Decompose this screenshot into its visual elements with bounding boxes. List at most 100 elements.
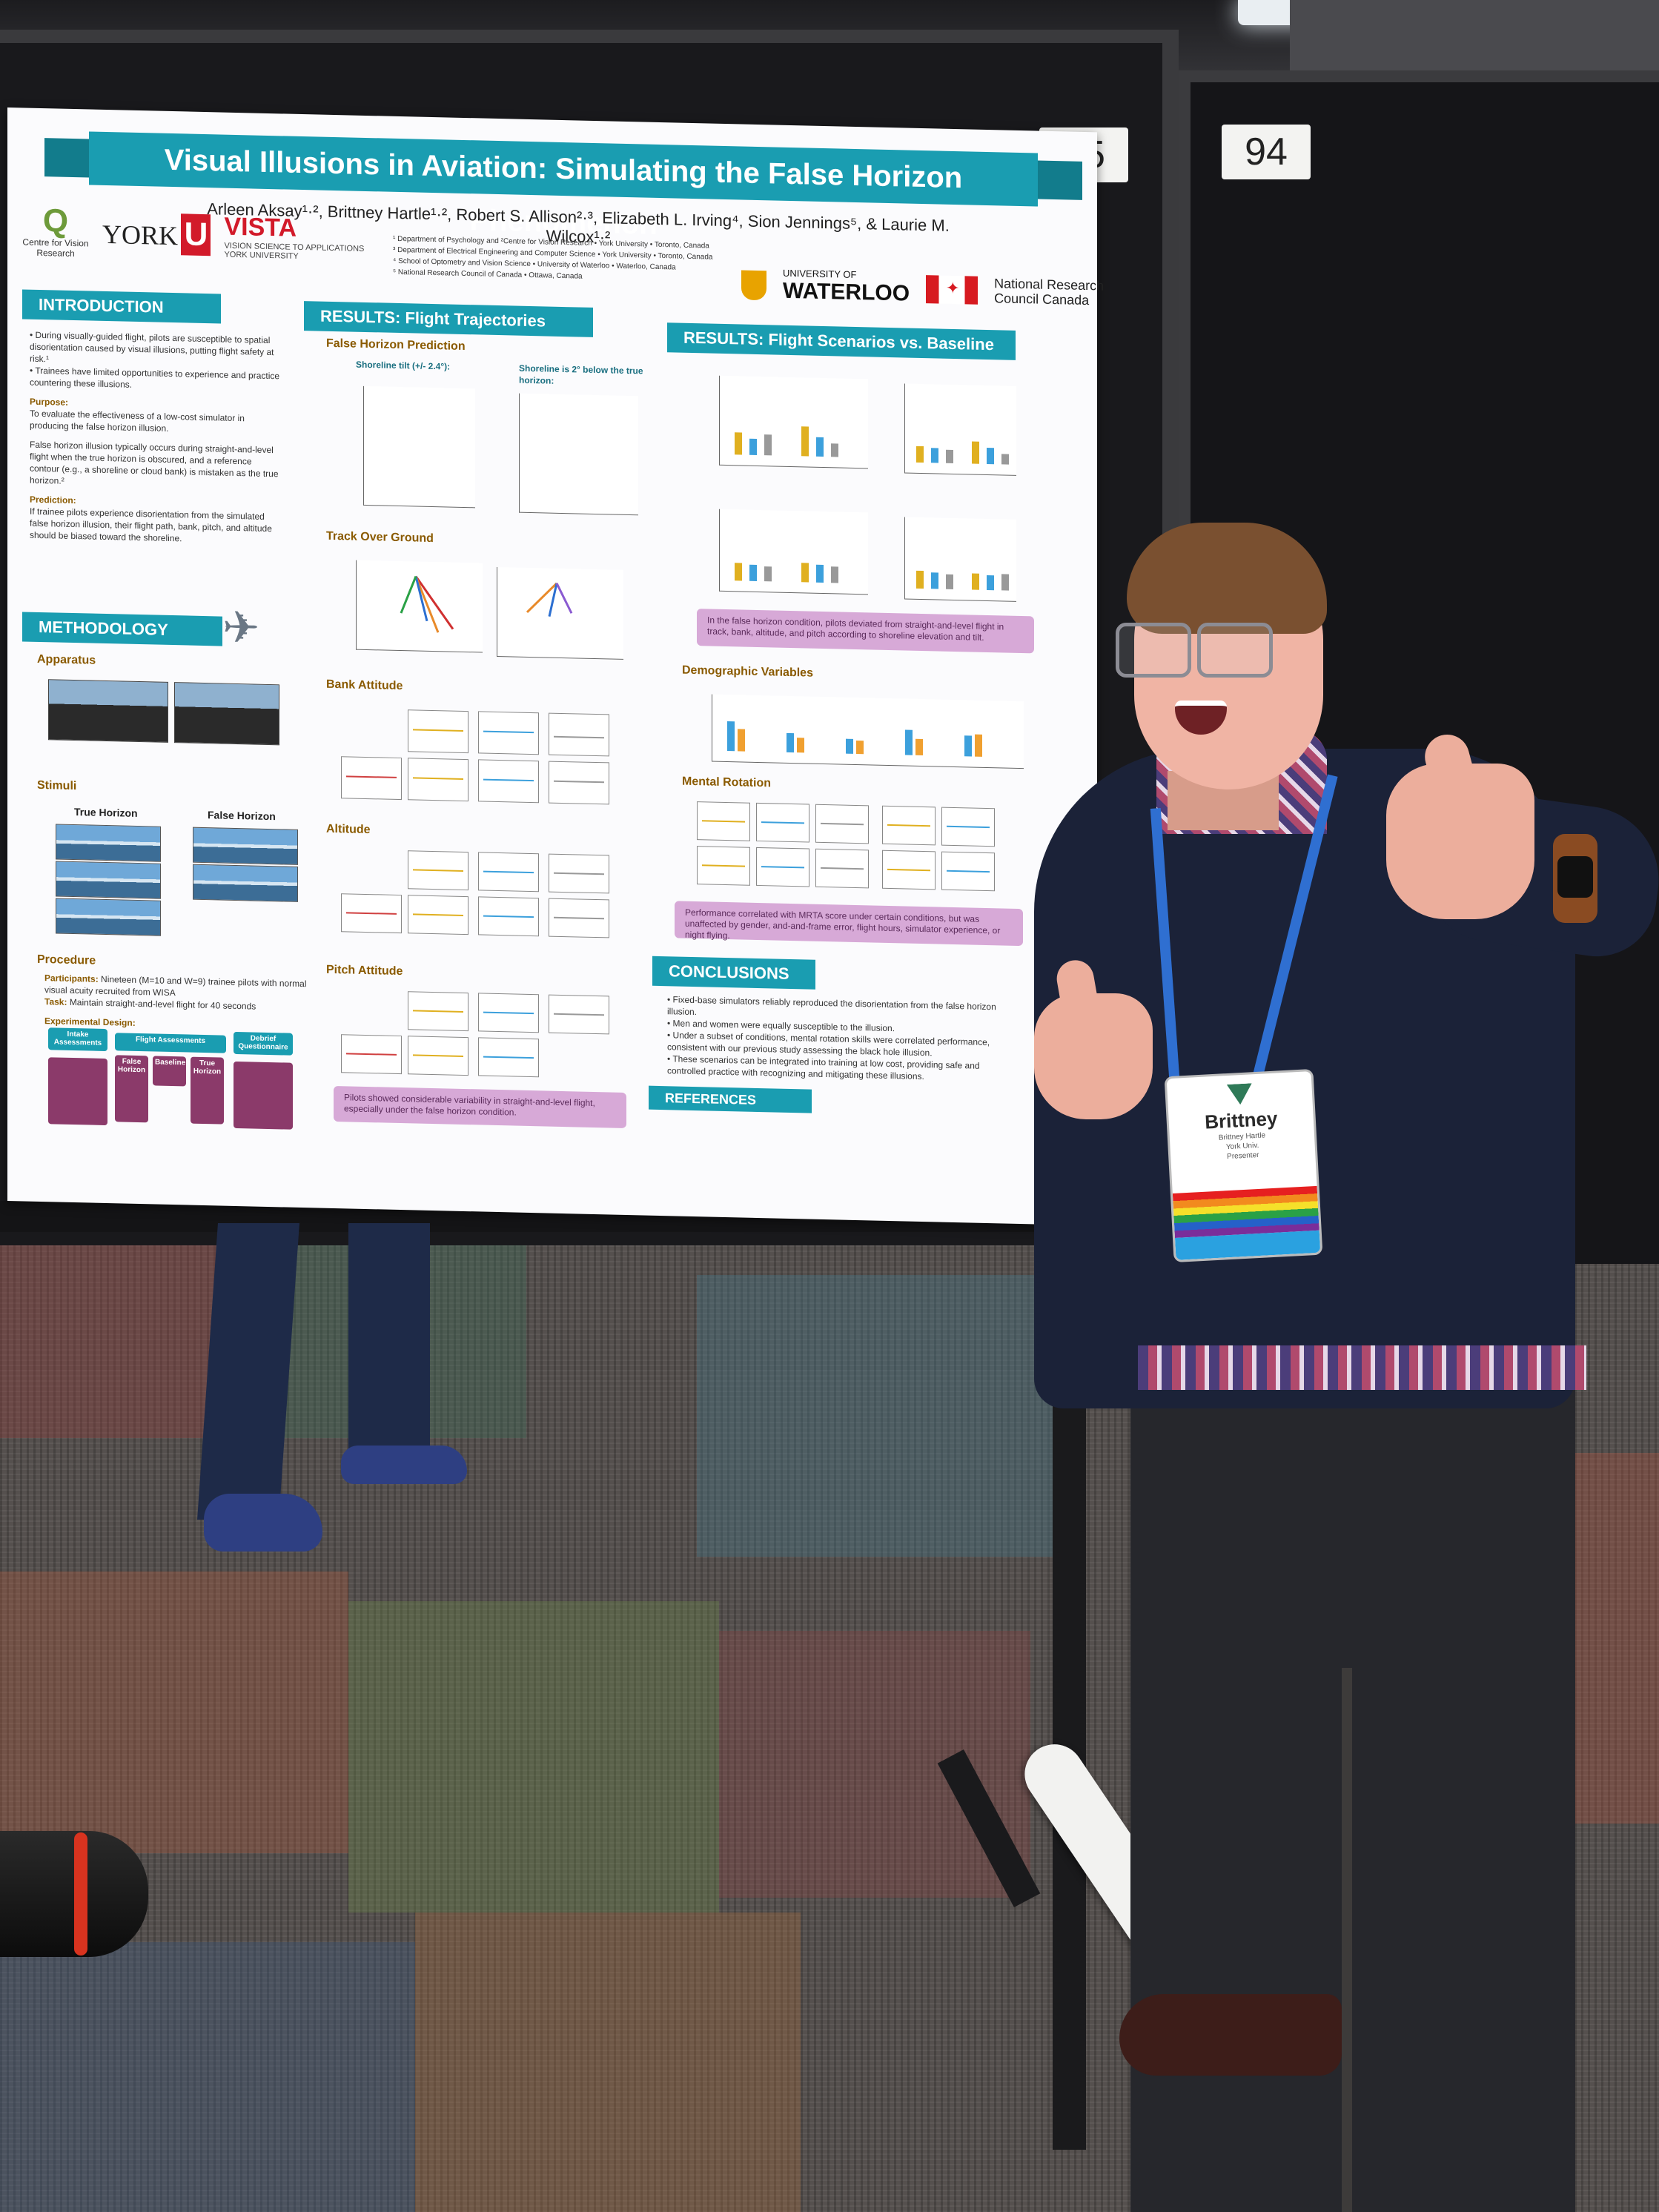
glasses-icon bbox=[1116, 623, 1191, 678]
flow-true-horizon: True Horizon bbox=[191, 1056, 224, 1125]
mental-rotation-label: Mental Rotation bbox=[682, 775, 771, 790]
poster-affiliations: ¹ Department of Psychology and ²Centre f… bbox=[393, 234, 713, 281]
flow-intake-detail bbox=[48, 1057, 107, 1126]
shoreline-tilt-label: Shoreline tilt (+/- 2.4°): bbox=[356, 359, 451, 372]
stimulus-image bbox=[56, 861, 161, 899]
conclusions-heading: CONCLUSIONS bbox=[652, 956, 815, 990]
boxplot-chart bbox=[719, 509, 868, 595]
rotation-plot bbox=[941, 807, 995, 847]
altitude-label: Altitude bbox=[326, 822, 371, 837]
stimulus-image bbox=[193, 827, 298, 865]
carpet-tile bbox=[0, 1942, 415, 2212]
presenter-hair bbox=[1127, 523, 1327, 634]
pants-seam bbox=[1342, 1668, 1352, 2212]
canada-flag-icon bbox=[926, 274, 978, 305]
rotation-plot bbox=[815, 848, 869, 889]
altitude-plot bbox=[549, 853, 609, 894]
bank-plot bbox=[408, 709, 468, 754]
rotation-plot bbox=[815, 804, 869, 844]
airplane-icon: ✈ bbox=[222, 602, 260, 653]
track-label: Track Over Ground bbox=[326, 529, 434, 546]
carpet-tile bbox=[1572, 1453, 1659, 1824]
flow-intake: Intake Assessments bbox=[48, 1027, 107, 1052]
intro-heading: INTRODUCTION bbox=[22, 289, 221, 324]
bank-plot bbox=[549, 761, 609, 805]
flow-debrief-detail bbox=[234, 1061, 293, 1130]
boxplot-chart bbox=[719, 375, 868, 469]
carpet-tile bbox=[0, 1572, 348, 1853]
flow-flight: Flight Assessments bbox=[115, 1033, 226, 1053]
waterloo-crest-icon bbox=[741, 269, 766, 300]
rotation-plot bbox=[756, 802, 809, 843]
plaid-shirt-hem bbox=[1138, 1345, 1586, 1390]
apparatus-label: Apparatus bbox=[37, 652, 96, 667]
procedure-label: Procedure bbox=[37, 953, 96, 967]
bank-plot bbox=[341, 756, 402, 801]
waterloo-logo: UNIVERSITY OF WATERLOO bbox=[783, 267, 910, 306]
passerby-shoe bbox=[341, 1446, 467, 1484]
pitch-plot bbox=[408, 1036, 468, 1076]
stimuli-label: Stimuli bbox=[37, 778, 77, 793]
shoreline-below-label: Shoreline is 2° below the true horizon: bbox=[519, 362, 643, 386]
presenter-shoe bbox=[1119, 1994, 1342, 2076]
scenarios-callout: In the false horizon condition, pilots d… bbox=[697, 609, 1034, 654]
rotation-plot bbox=[882, 850, 936, 890]
procedure-text: Participants: Nineteen (M=10 and W=9) tr… bbox=[44, 973, 307, 1028]
stimulus-image bbox=[56, 824, 161, 862]
board-number-94: 94 bbox=[1222, 125, 1311, 179]
passerby-leg bbox=[348, 1223, 430, 1468]
trajectories-callout: Pilots showed considerable variability i… bbox=[334, 1085, 626, 1128]
pitch-label: Pitch Attitude bbox=[326, 963, 403, 978]
track-fan-lines bbox=[400, 575, 454, 633]
pitch-plot bbox=[341, 1034, 402, 1075]
true-horizon-label: True Horizon bbox=[74, 806, 138, 819]
rotation-plot bbox=[697, 846, 750, 886]
trajectories-heading: RESULTS: Flight Trajectories bbox=[304, 301, 593, 337]
bank-plot bbox=[549, 712, 609, 757]
rotation-plot bbox=[882, 805, 936, 846]
simulator-photo bbox=[48, 679, 168, 743]
research-poster: Visual Illusions in Aviation: Simulating… bbox=[7, 107, 1104, 1226]
name-badge: Brittney Brittney Hartle York Univ. Pres… bbox=[1166, 1071, 1321, 1260]
flow-false-horizon: False Horizon bbox=[115, 1055, 148, 1123]
york-logo: YORK U bbox=[102, 212, 211, 256]
track-fan-lines bbox=[526, 582, 573, 617]
cvr-logo: Q Centre for Vision Research bbox=[22, 202, 89, 259]
thumbs-up-hand bbox=[1034, 993, 1153, 1119]
stimulus-image bbox=[56, 898, 161, 936]
smartwatch-icon bbox=[1553, 834, 1597, 923]
stimulus-image bbox=[193, 864, 298, 902]
pitch-plot bbox=[478, 993, 539, 1033]
bank-label: Bank Attitude bbox=[326, 678, 403, 693]
thumbs-up-hand bbox=[1386, 764, 1534, 919]
rotation-callout: Performance correlated with MRTA score u… bbox=[675, 901, 1023, 947]
boxplot-chart bbox=[904, 517, 1016, 602]
flow-baseline: Baseline bbox=[153, 1056, 186, 1087]
passerby-shoe bbox=[204, 1494, 322, 1552]
false-horizon-label: False Horizon bbox=[208, 809, 276, 823]
carpet-tile bbox=[697, 1275, 1053, 1557]
carpet-tile bbox=[415, 1913, 801, 2212]
rotation-plot bbox=[756, 847, 809, 887]
track-plot bbox=[356, 560, 483, 653]
references-heading: REFERENCES bbox=[649, 1085, 812, 1113]
prediction-plot bbox=[363, 385, 475, 509]
altitude-plot bbox=[408, 895, 468, 936]
rotation-plot bbox=[697, 801, 750, 841]
pitch-plot bbox=[478, 1037, 539, 1078]
presenter-pants bbox=[1130, 1386, 1575, 2212]
altitude-plot bbox=[478, 896, 539, 937]
carpet-tile bbox=[348, 1601, 719, 1913]
conclusions-text: • Fixed-base simulators reliably reprodu… bbox=[667, 994, 996, 1082]
intro-text: • During visually-guided flight, pilots … bbox=[30, 329, 280, 544]
poster-tube-cap bbox=[74, 1832, 87, 1956]
demographic-label: Demographic Variables bbox=[682, 663, 813, 680]
altitude-plot bbox=[549, 898, 609, 938]
methodology-heading: METHODOLOGY bbox=[22, 612, 222, 646]
altitude-plot bbox=[408, 850, 468, 891]
poster-title: Visual Illusions in Aviation: Simulating… bbox=[89, 131, 1038, 241]
bank-plot bbox=[478, 759, 539, 804]
nrc-logo: National Research Council Canada bbox=[994, 275, 1105, 308]
carpet-tile bbox=[719, 1631, 1030, 1898]
demographic-chart bbox=[712, 694, 1024, 769]
